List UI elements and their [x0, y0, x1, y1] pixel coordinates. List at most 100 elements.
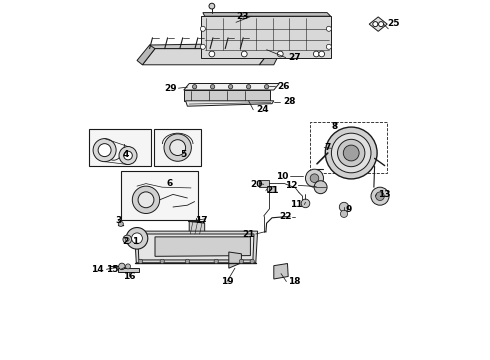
Text: 9: 9: [346, 205, 352, 214]
Circle shape: [98, 144, 111, 157]
Circle shape: [200, 44, 205, 49]
Text: 20: 20: [250, 180, 262, 189]
Bar: [154, 129, 201, 166]
Circle shape: [209, 3, 215, 9]
Circle shape: [325, 127, 377, 179]
Circle shape: [265, 85, 269, 89]
Polygon shape: [184, 84, 279, 90]
Circle shape: [118, 221, 123, 226]
Text: 26: 26: [277, 82, 290, 91]
Circle shape: [119, 147, 137, 165]
Circle shape: [326, 44, 331, 49]
Polygon shape: [186, 101, 274, 106]
Text: 18: 18: [288, 277, 301, 286]
Polygon shape: [274, 264, 288, 279]
Text: 14: 14: [91, 265, 104, 274]
Polygon shape: [189, 221, 205, 235]
Circle shape: [277, 51, 283, 57]
Polygon shape: [118, 268, 139, 272]
Text: 19: 19: [220, 277, 233, 286]
Text: 24: 24: [256, 105, 269, 114]
Circle shape: [246, 85, 251, 89]
Circle shape: [376, 192, 384, 201]
Polygon shape: [184, 90, 270, 101]
Polygon shape: [155, 237, 250, 256]
Circle shape: [123, 235, 132, 244]
Circle shape: [314, 51, 319, 57]
Circle shape: [93, 139, 116, 162]
Circle shape: [371, 187, 389, 205]
Text: 21: 21: [267, 186, 279, 195]
Circle shape: [301, 199, 310, 208]
Circle shape: [132, 186, 160, 213]
Text: 17: 17: [195, 216, 207, 225]
Text: 6: 6: [166, 179, 172, 188]
Circle shape: [209, 51, 215, 57]
Text: 2: 2: [122, 238, 128, 247]
Polygon shape: [201, 16, 331, 58]
Bar: [121, 171, 198, 220]
Circle shape: [319, 51, 324, 57]
Polygon shape: [203, 13, 331, 16]
Text: 13: 13: [378, 190, 391, 199]
Polygon shape: [229, 252, 242, 268]
Circle shape: [119, 263, 125, 270]
Circle shape: [338, 139, 365, 167]
Text: 11: 11: [290, 200, 303, 209]
Circle shape: [339, 202, 349, 212]
Polygon shape: [143, 49, 272, 65]
Text: 7: 7: [324, 143, 331, 152]
Circle shape: [228, 85, 233, 89]
Circle shape: [214, 259, 219, 264]
Circle shape: [125, 238, 129, 241]
Circle shape: [200, 26, 205, 31]
Circle shape: [326, 26, 331, 31]
Circle shape: [125, 264, 130, 269]
Polygon shape: [137, 45, 155, 65]
Text: 27: 27: [288, 53, 301, 62]
Text: 28: 28: [283, 97, 295, 106]
Circle shape: [123, 151, 132, 160]
Circle shape: [170, 140, 186, 156]
Text: 1: 1: [132, 238, 138, 247]
Circle shape: [379, 22, 384, 27]
Text: 5: 5: [181, 150, 187, 159]
Circle shape: [139, 259, 143, 264]
Text: 3: 3: [115, 216, 122, 225]
Bar: [90, 129, 151, 166]
Circle shape: [164, 134, 192, 161]
Text: 12: 12: [285, 181, 297, 190]
Circle shape: [160, 259, 164, 264]
Circle shape: [132, 233, 143, 244]
Circle shape: [314, 181, 327, 194]
Polygon shape: [134, 231, 258, 263]
Circle shape: [305, 169, 323, 187]
Circle shape: [185, 259, 190, 264]
Circle shape: [193, 85, 197, 89]
Circle shape: [331, 133, 371, 173]
Text: 4: 4: [122, 150, 129, 159]
Polygon shape: [138, 234, 254, 260]
Circle shape: [126, 228, 148, 249]
Circle shape: [210, 85, 215, 89]
Polygon shape: [259, 49, 277, 65]
Text: 15: 15: [106, 265, 119, 274]
Circle shape: [250, 259, 254, 264]
Text: 8: 8: [332, 122, 338, 131]
Circle shape: [138, 192, 154, 208]
Bar: [267, 186, 274, 192]
Circle shape: [239, 259, 244, 264]
Polygon shape: [149, 43, 270, 49]
Text: 16: 16: [123, 272, 135, 281]
Circle shape: [242, 51, 247, 57]
Text: 29: 29: [164, 84, 176, 93]
Text: 21: 21: [243, 230, 255, 239]
Polygon shape: [369, 17, 387, 31]
Text: 10: 10: [276, 172, 288, 181]
Circle shape: [373, 22, 378, 27]
Text: 25: 25: [387, 19, 400, 28]
Circle shape: [343, 145, 359, 161]
Text: 23: 23: [236, 12, 248, 21]
Circle shape: [341, 210, 347, 217]
Circle shape: [310, 174, 319, 183]
